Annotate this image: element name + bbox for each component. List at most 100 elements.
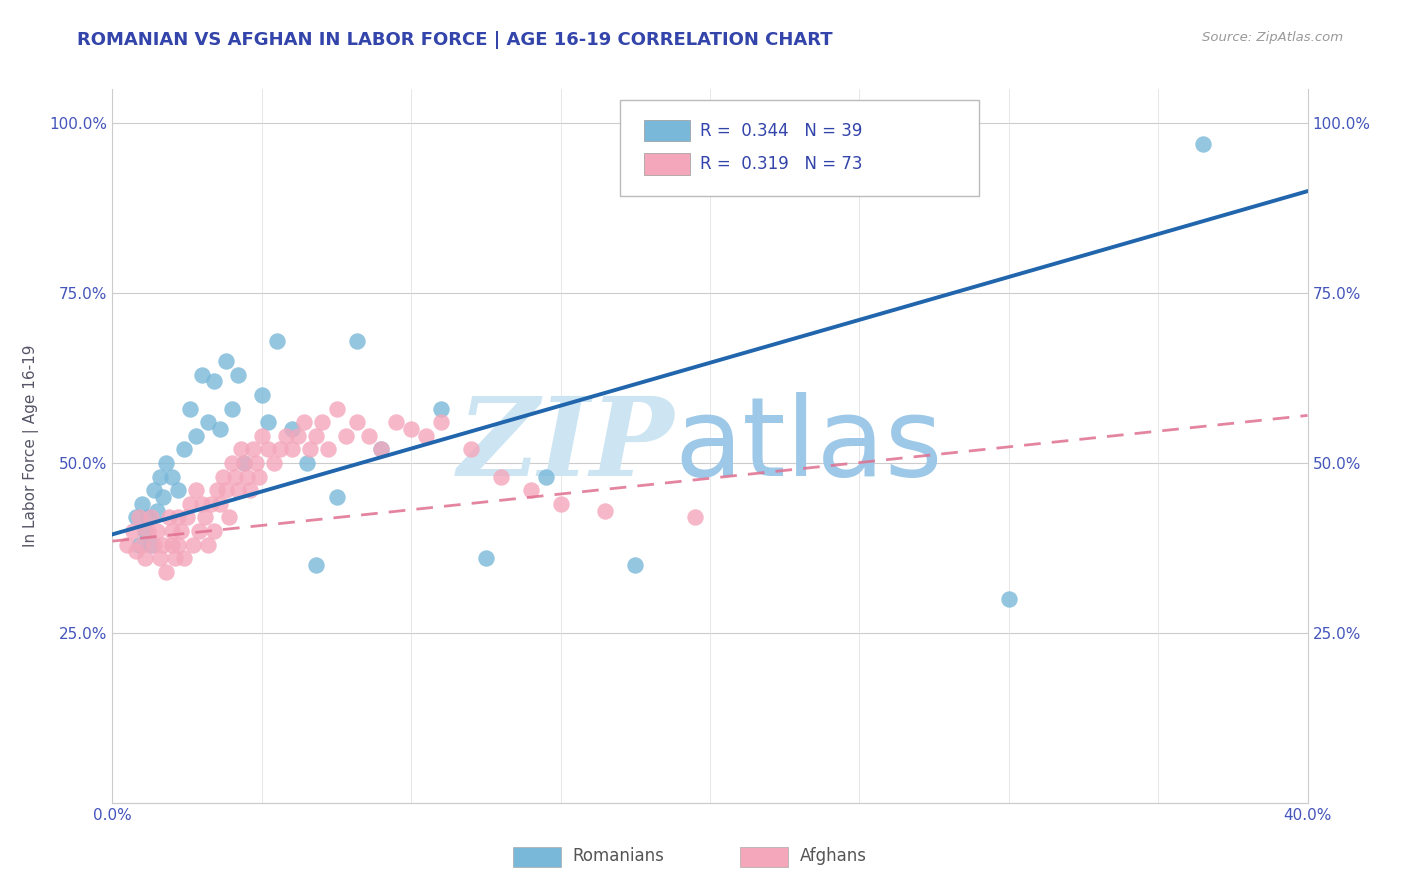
Point — [224, 469, 246, 483]
Point — [245, 456, 267, 470]
Text: Romanians: Romanians — [572, 847, 665, 865]
Text: R =  0.344   N = 39: R = 0.344 N = 39 — [700, 121, 863, 139]
Point — [138, 510, 160, 524]
Point — [146, 524, 169, 538]
Point — [202, 375, 225, 389]
Point — [266, 334, 288, 348]
Point — [239, 483, 262, 498]
Point — [236, 469, 259, 483]
Point — [186, 429, 208, 443]
Point — [186, 483, 208, 498]
Point — [250, 388, 273, 402]
Point — [146, 503, 169, 517]
Point — [143, 537, 166, 551]
Point — [197, 415, 219, 429]
Point — [191, 497, 214, 511]
Point — [176, 510, 198, 524]
Text: Source: ZipAtlas.com: Source: ZipAtlas.com — [1202, 31, 1343, 45]
Point — [122, 524, 145, 538]
Text: ZIP: ZIP — [457, 392, 675, 500]
Point — [143, 483, 166, 498]
Point — [173, 551, 195, 566]
Point — [128, 537, 150, 551]
Point — [205, 483, 228, 498]
Point — [287, 429, 309, 443]
Point — [595, 503, 617, 517]
Point — [274, 429, 297, 443]
Point — [489, 469, 512, 483]
Point — [263, 456, 285, 470]
Point — [162, 524, 183, 538]
Point — [624, 558, 647, 572]
Point — [475, 551, 498, 566]
Point — [167, 510, 190, 524]
Point — [157, 510, 180, 524]
Text: R =  0.319   N = 73: R = 0.319 N = 73 — [700, 155, 863, 173]
Point — [430, 415, 453, 429]
Text: atlas: atlas — [675, 392, 942, 500]
Point — [305, 558, 328, 572]
Point — [281, 422, 304, 436]
Point — [209, 497, 232, 511]
Point — [149, 551, 172, 566]
Point — [117, 537, 139, 551]
Point — [179, 497, 201, 511]
Point — [325, 490, 347, 504]
Point — [212, 469, 235, 483]
Text: ROMANIAN VS AFGHAN IN LABOR FORCE | AGE 16-19 CORRELATION CHART: ROMANIAN VS AFGHAN IN LABOR FORCE | AGE … — [77, 31, 832, 49]
Point — [385, 415, 408, 429]
Point — [134, 524, 156, 538]
Point — [155, 565, 177, 579]
Point — [128, 510, 150, 524]
Point — [520, 483, 543, 498]
Point — [181, 537, 204, 551]
Point — [229, 442, 252, 457]
Point — [221, 401, 243, 416]
FancyBboxPatch shape — [740, 847, 787, 867]
Point — [215, 354, 238, 368]
Text: Afghans: Afghans — [800, 847, 866, 865]
Point — [152, 490, 174, 504]
Point — [162, 469, 183, 483]
Point — [167, 483, 190, 498]
Point — [295, 456, 318, 470]
Point — [460, 442, 482, 457]
Point — [233, 456, 256, 470]
Point — [131, 497, 153, 511]
Point — [155, 456, 177, 470]
Point — [125, 510, 148, 524]
Point — [173, 442, 195, 457]
Point — [370, 442, 392, 457]
Point — [233, 456, 256, 470]
FancyBboxPatch shape — [644, 120, 690, 141]
Point — [250, 429, 273, 443]
Point — [415, 429, 437, 443]
Point — [534, 469, 557, 483]
Y-axis label: In Labor Force | Age 16-19: In Labor Force | Age 16-19 — [22, 344, 38, 548]
Point — [149, 469, 172, 483]
Point — [170, 524, 193, 538]
Point — [162, 537, 183, 551]
Point — [194, 510, 217, 524]
Point — [430, 401, 453, 416]
Point — [346, 334, 368, 348]
Point — [335, 429, 357, 443]
Point — [215, 483, 238, 498]
Point — [125, 544, 148, 558]
Point — [247, 469, 270, 483]
Point — [298, 442, 321, 457]
Point — [257, 415, 280, 429]
Point — [226, 483, 249, 498]
Point — [197, 537, 219, 551]
Point — [683, 510, 706, 524]
Point — [269, 442, 291, 457]
Point — [165, 551, 187, 566]
Point — [281, 442, 304, 457]
Point — [138, 524, 160, 538]
FancyBboxPatch shape — [620, 100, 979, 196]
Point — [202, 524, 225, 538]
Point — [257, 442, 280, 457]
FancyBboxPatch shape — [513, 847, 561, 867]
Point — [305, 429, 328, 443]
Point — [141, 510, 163, 524]
